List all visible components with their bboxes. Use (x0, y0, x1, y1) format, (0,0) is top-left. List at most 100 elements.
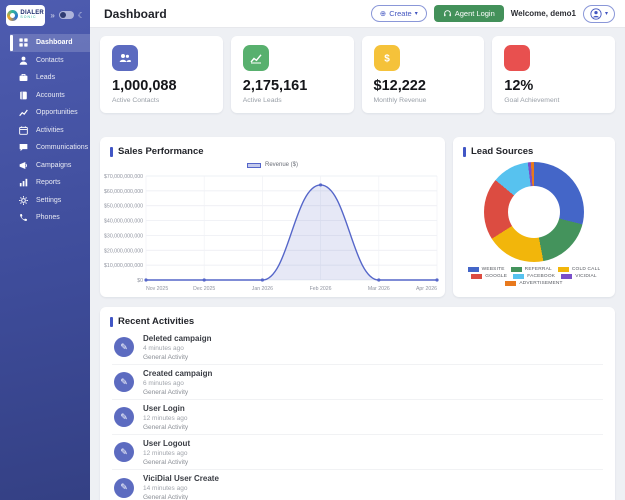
activity-time: 6 minutes ago (143, 379, 184, 387)
activity-title: User Logout (143, 438, 191, 448)
stat-label: Goal Achievement (504, 97, 560, 104)
user-menu[interactable]: ▾ (582, 4, 615, 23)
sidebar-item-phones[interactable]: Phones (10, 209, 90, 227)
create-button[interactable]: ⊕ Create ▾ (370, 5, 427, 22)
lead-sources-title: Lead Sources (471, 146, 534, 157)
top-header: Dashboard ⊕ Create ▾ Agent Login Welcome… (90, 0, 625, 28)
gear-icon (18, 195, 29, 206)
legend-label: WEBSITE (481, 267, 505, 272)
activity-row: ✎ ViciDial User Create 14 minutes ago Gener… (112, 470, 603, 500)
users-icon (112, 45, 138, 71)
svg-text:$50,000,000,000: $50,000,000,000 (104, 204, 143, 210)
svg-text:$10,000,000,000: $10,000,000,000 (104, 263, 143, 269)
donut-legend-item[interactable]: COLD CALL (557, 267, 601, 272)
legend-label: GOOGLE (485, 274, 508, 279)
line-legend-revenue[interactable]: Revenue ($) (100, 160, 445, 170)
svg-text:Nov 2025: Nov 2025 (146, 286, 168, 292)
donut-legend-item[interactable]: ADVERTISEMENT (505, 281, 562, 286)
chevron-down-icon: ▾ (414, 11, 418, 17)
stat-value: 2,175,161 (242, 78, 308, 94)
sidebar-item-label: Settings (36, 196, 62, 204)
dark-mode-moon-icon[interactable]: ☾ (77, 10, 85, 20)
recent-activities-panel: Recent Activities ✎ Deleted campaign 4 min… (100, 307, 615, 500)
person-icon (18, 55, 29, 66)
legend-swatch (505, 281, 517, 286)
legend-swatch (561, 274, 573, 279)
page-title: Dashboard (104, 6, 167, 21)
sidebar-item-campaigns[interactable]: Campaigns (10, 157, 90, 175)
edit-pencil-icon: ✎ (114, 477, 134, 498)
svg-text:Apr 2026: Apr 2026 (416, 286, 437, 292)
donut-legend-item[interactable]: FACEBOOK (513, 274, 555, 279)
activity-row: ✎ Deleted campaign 4 minutes ago General Ac… (112, 330, 603, 365)
logo-subtitle: SONIC (20, 15, 37, 20)
svg-text:Jan 2026: Jan 2026 (252, 286, 273, 292)
sidebar-item-contacts[interactable]: Contacts (10, 52, 90, 70)
activity-time: 12 minutes ago (143, 449, 188, 457)
legend-swatch (557, 267, 569, 272)
svg-text:$0: $0 (137, 278, 143, 284)
activity-time: 14 minutes ago (143, 485, 188, 492)
stat-card-monthly-revenue: $ $12,222 Monthly Revenue (361, 36, 485, 113)
donut-legend-item[interactable]: VICIDIAL (561, 274, 597, 279)
sidebar-collapse-icon[interactable]: » (50, 10, 55, 20)
section-accent-bar (110, 316, 113, 327)
sidebar-item-label: Contacts (36, 56, 64, 64)
theme-toggle[interactable] (58, 11, 74, 19)
agent-login-button[interactable]: Agent Login (433, 5, 504, 22)
sidebar: DIALER SONIC » ☾ Dashboard Contacts Lead… (0, 0, 90, 500)
donut-legend-item[interactable]: REFERRAL (510, 267, 552, 272)
svg-text:$40,000,000,000: $40,000,000,000 (104, 219, 143, 225)
sales-performance-panel: Sales Performance Revenue ($) $0 $10,000,… (100, 137, 445, 297)
activity-title: Created campaign (143, 368, 213, 378)
edit-pencil-icon: ✎ (114, 407, 134, 427)
sidebar-item-settings[interactable]: Settings (10, 192, 90, 210)
svg-text:$70,000,000,000: $70,000,000,000 (104, 174, 143, 180)
svg-text:$30,000,000,000: $30,000,000,000 (104, 233, 143, 239)
sidebar-item-communications[interactable]: Communications (10, 139, 90, 157)
phone-icon (18, 212, 29, 223)
sidebar-item-label: Phones (36, 214, 60, 222)
legend-label: VICIDIAL (575, 274, 597, 279)
sidebar-item-label: Opportunities (36, 109, 78, 117)
legend-swatch (246, 162, 261, 168)
stat-card-active-leads: 2,175,161 Active Leads (230, 36, 354, 113)
dollar-icon: $ (373, 45, 400, 71)
activity-row: ✎ Created campaign 6 minutes ago General Ac… (112, 365, 603, 400)
legend-swatch (471, 274, 483, 279)
legend-label: FACEBOOK (527, 274, 556, 279)
svg-text:$20,000,000,000: $20,000,000,000 (104, 248, 143, 254)
stat-card-goal-achievement: 12% Goal Achievement (492, 36, 615, 113)
sidebar-item-accounts[interactable]: Accounts (10, 87, 90, 105)
donut-legend-item[interactable]: GOOGLE (471, 274, 507, 279)
sidebar-item-activities[interactable]: Activities (10, 122, 90, 140)
stat-label: Active Contacts (112, 97, 160, 104)
activity-title: Deleted campaign (143, 333, 212, 343)
stat-label: Active Leads (242, 97, 282, 104)
donut-legend-item[interactable]: WEBSITE (467, 267, 505, 272)
sidebar-item-opportunities[interactable]: Opportunities (10, 104, 90, 122)
svg-text:Feb 2026: Feb 2026 (310, 286, 332, 292)
activity-type: General Activity (143, 388, 189, 396)
chart-line-icon (242, 45, 269, 71)
trend-chart-icon (18, 107, 29, 118)
headset-icon (443, 10, 451, 17)
create-button-label: Create (389, 9, 412, 18)
activity-row: ✎ User Logout 12 minutes ago General Activi… (112, 435, 603, 470)
sidebar-item-leads[interactable]: Leads (10, 69, 90, 87)
sidebar-item-label: Communications (36, 144, 89, 152)
activity-type: General Activity (143, 494, 189, 500)
sidebar-item-dashboard[interactable]: Dashboard (10, 34, 90, 52)
app-logo[interactable]: DIALER SONIC (6, 4, 46, 26)
sales-performance-title: Sales Performance (118, 146, 204, 157)
sidebar-item-reports[interactable]: Reports (10, 174, 90, 192)
sidebar-nav: Dashboard Contacts Leads Accounts Opport… (0, 34, 90, 227)
sales-line-chart: $0 $10,000,000,000 $20,000,000,000 $30,000,… (104, 174, 439, 292)
calendar-icon (18, 125, 29, 136)
activity-time: 4 minutes ago (143, 344, 184, 352)
legend-label: COLD CALL (571, 267, 601, 272)
sidebar-item-label: Leads (36, 74, 56, 82)
legend-label: ADVERTISEMENT (519, 281, 563, 286)
sidebar-item-label: Reports (36, 179, 61, 187)
user-avatar-icon (590, 7, 602, 20)
